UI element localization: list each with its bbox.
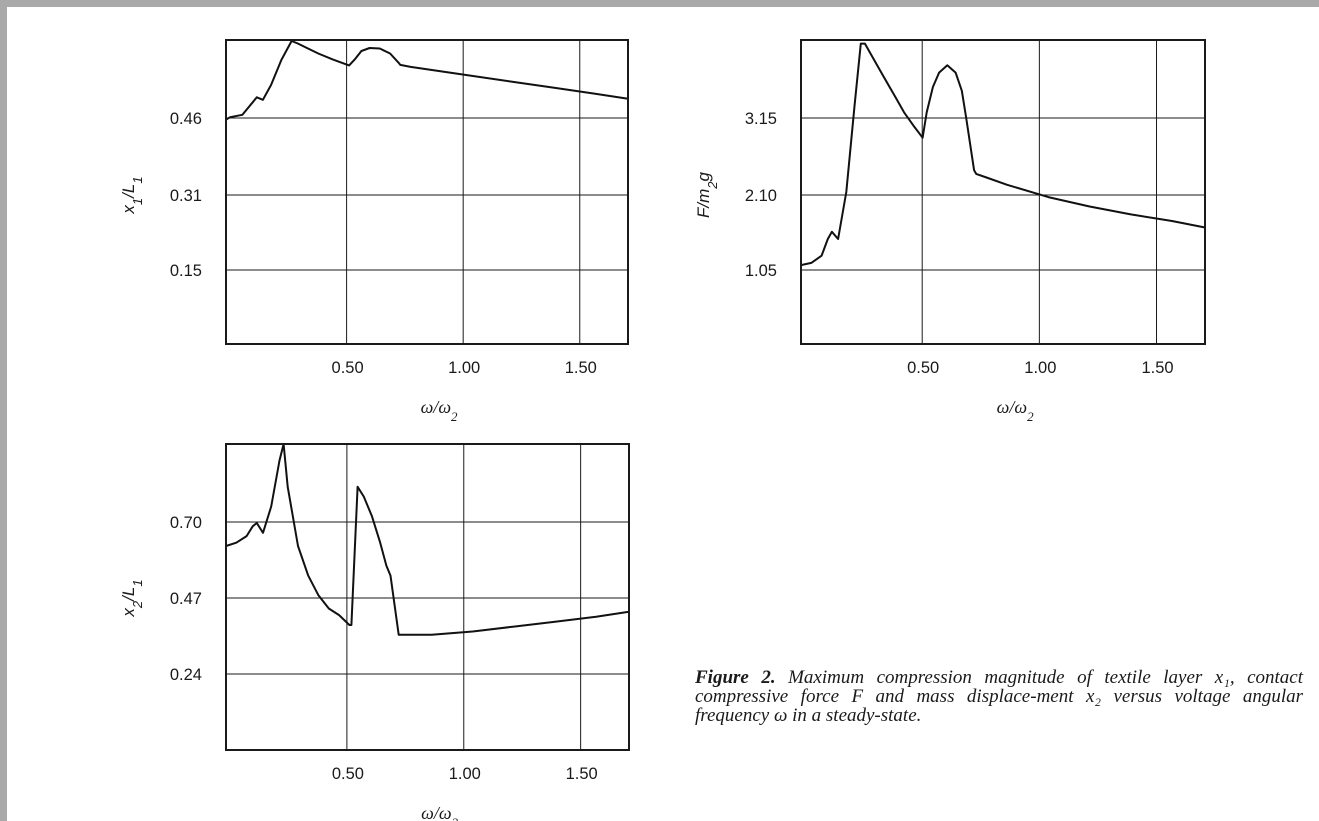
chart-x1-ytick-label: 0.46 xyxy=(170,110,202,128)
chart-force: 3.15 2.10 1.05 0.50 1.00 1.50 ω/ω2 F/m2g xyxy=(694,39,1206,424)
chart-x1-grid xyxy=(226,40,628,344)
chart-force-yticks: 3.15 2.10 1.05 xyxy=(745,110,777,280)
chart-x2-ytick-label: 0.70 xyxy=(170,514,202,532)
chart-force-xtick-label: 0.50 xyxy=(907,359,939,377)
chart-x2-ytick-label: 0.47 xyxy=(170,590,202,608)
chart-force-xtick-label: 1.00 xyxy=(1024,359,1056,377)
chart-x2-xticks: 0.50 1.00 1.50 xyxy=(332,765,598,783)
chart-x1: 0.46 0.31 0.15 0.50 1.00 1.50 ω/ω2 x1/L1 xyxy=(119,39,629,424)
chart-force-frame xyxy=(800,39,1206,345)
chart-x1-xticks: 0.50 1.00 1.50 xyxy=(332,359,597,377)
chart-x2-xtick-label: 0.50 xyxy=(332,765,364,783)
chart-x1-line xyxy=(225,40,629,344)
chart-x1-ylabel: x1/L1 xyxy=(119,176,145,214)
caption-label: Figure 2. xyxy=(695,667,776,688)
chart-x2-xtick-label: 1.50 xyxy=(566,765,598,783)
frame-top-border xyxy=(0,0,1319,7)
chart-force-xticks: 0.50 1.00 1.50 xyxy=(907,359,1173,377)
chart-x2: 0.70 0.47 0.24 0.50 1.00 1.50 ω/ω2 x2/L1 xyxy=(119,443,630,821)
figure-caption: Figure 2. Maximum compression magnitude … xyxy=(695,668,1303,725)
chart-x1-xtick-label: 1.00 xyxy=(448,359,480,377)
frame-left-border xyxy=(0,0,7,821)
chart-x1-yticks: 0.46 0.31 0.15 xyxy=(170,110,202,280)
chart-x2-grid xyxy=(226,444,629,750)
chart-x1-xtick-label: 0.50 xyxy=(332,359,364,377)
chart-force-ytick-label: 3.15 xyxy=(745,110,777,128)
caption-text: Maximum compression magnitude of textile… xyxy=(695,667,1304,726)
chart-x1-xlabel: ω/ω2 xyxy=(421,397,458,424)
chart-x1-ytick-label: 0.31 xyxy=(170,187,202,205)
chart-force-line xyxy=(800,42,1206,344)
chart-x1-frame xyxy=(225,39,629,345)
chart-x2-xtick-label: 1.00 xyxy=(449,765,481,783)
chart-force-xlabel: ω/ω2 xyxy=(997,397,1034,424)
chart-x2-xlabel: ω/ω2 xyxy=(421,803,458,821)
chart-force-grid xyxy=(801,40,1205,344)
chart-force-xtick-label: 1.50 xyxy=(1141,359,1173,377)
chart-x2-yticks: 0.70 0.47 0.24 xyxy=(170,514,202,684)
chart-x1-ytick-label: 0.15 xyxy=(170,262,202,280)
chart-force-ytick-label: 2.10 xyxy=(745,187,777,205)
chart-x2-line xyxy=(225,443,630,750)
chart-force-ytick-label: 1.05 xyxy=(745,262,777,280)
chart-x2-ylabel: x2/L1 xyxy=(119,579,145,617)
chart-x2-ytick-label: 0.24 xyxy=(170,666,202,684)
chart-x2-frame xyxy=(225,443,630,751)
chart-x1-xtick-label: 1.50 xyxy=(565,359,597,377)
chart-force-ylabel: F/m2g xyxy=(694,171,720,218)
